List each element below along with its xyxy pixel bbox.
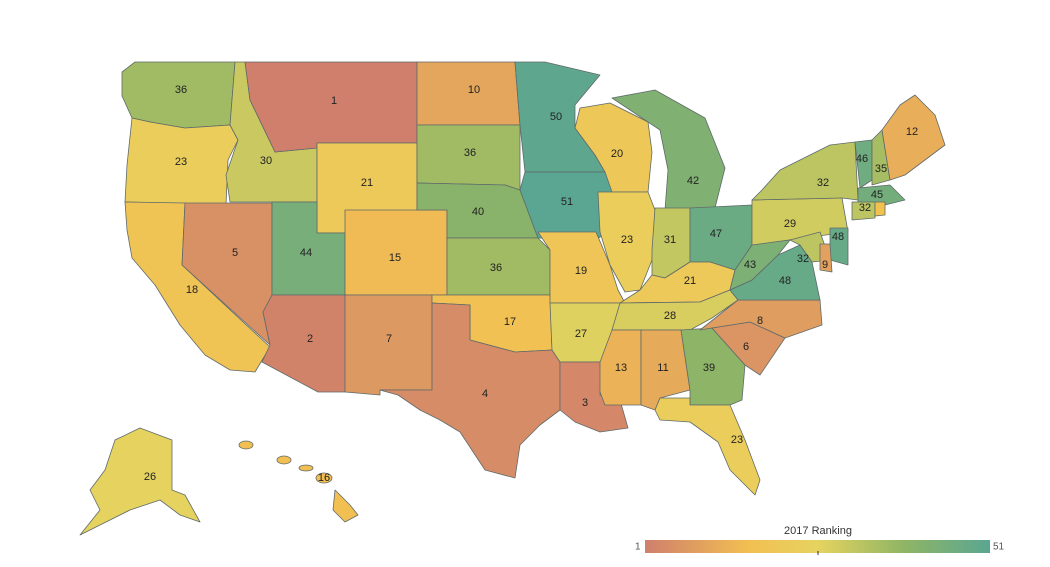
state-rank-ut: 44 [300,247,312,259]
state-ri[interactable] [874,201,886,217]
state-or[interactable] [124,117,239,206]
state-rank-oh: 47 [710,228,722,240]
state-fl[interactable] [654,397,761,496]
state-rank-ct: 32 [859,202,871,214]
state-rank-nm: 7 [386,333,392,345]
state-rank-in: 31 [664,234,676,246]
state-ma[interactable] [857,184,906,206]
state-rank-tx: 4 [482,388,488,400]
state-tx[interactable] [379,302,561,479]
state-rank-mt: 1 [331,95,337,107]
state-rank-id: 30 [260,155,272,167]
state-rank-mo: 19 [575,265,587,277]
state-rank-pa: 29 [784,218,796,230]
state-rank-mi: 42 [687,175,699,187]
state-rank-mn: 50 [550,111,562,123]
state-rank-az: 2 [307,333,313,345]
state-rank-wy: 21 [361,177,373,189]
legend-title: 2017 Ranking [784,525,852,537]
state-rank-nj: 48 [832,231,844,243]
state-rank-vt: 46 [856,153,868,165]
state-rank-fl: 23 [731,434,743,446]
state-rank-hi: 16 [318,472,330,484]
state-rank-wi: 20 [611,148,623,160]
state-rank-wv: 43 [744,259,756,271]
state-rank-ny: 32 [817,177,829,189]
state-nm[interactable] [344,294,433,396]
state-de[interactable] [819,243,833,273]
state-hi[interactable] [238,440,359,523]
state-rank-ar: 27 [575,328,587,340]
color-legend: 2017 Ranking 1 51 [635,525,1005,555]
state-rank-me: 12 [906,126,918,138]
state-rank-ky: 21 [684,275,696,287]
state-rank-al: 11 [657,362,668,374]
state-rank-ca: 18 [186,284,198,296]
state-rank-md: 32 [797,253,809,265]
state-rank-ne: 40 [472,206,484,218]
state-ct[interactable] [851,201,876,221]
state-rank-ok: 17 [504,316,516,328]
legend-max-label: 51 [993,542,1005,553]
state-rank-co: 15 [389,252,401,264]
state-rank-tn: 28 [664,310,676,322]
state-rank-nc: 8 [757,315,763,327]
state-rank-or: 23 [175,156,187,168]
state-rank-de: 9 [822,259,828,271]
state-me[interactable] [881,94,946,181]
legend-gradient-bar [645,540,990,553]
state-mo[interactable] [537,231,626,304]
state-rank-nv: 5 [232,247,238,259]
state-rank-il: 23 [621,234,633,246]
state-ny[interactable] [751,141,859,201]
state-rank-ms: 13 [615,362,627,374]
state-rank-sc: 6 [743,341,749,353]
state-rank-nd: 10 [468,84,480,96]
state-rank-ak: 26 [144,471,156,483]
state-rank-la: 3 [582,397,588,409]
state-rank-ma: 45 [871,189,883,201]
state-az[interactable] [261,294,346,393]
state-ak[interactable] [79,427,201,536]
legend-min-label: 1 [635,542,641,553]
state-mt[interactable] [244,61,418,153]
state-rank-va: 48 [779,275,791,287]
state-rank-nh: 35 [875,163,887,175]
state-rank-ks: 36 [490,262,502,274]
state-rank-wa: 36 [175,84,187,96]
state-rank-ga: 39 [703,362,715,374]
state-rank-ia: 51 [561,196,573,208]
state-rank-sd: 36 [464,147,476,159]
